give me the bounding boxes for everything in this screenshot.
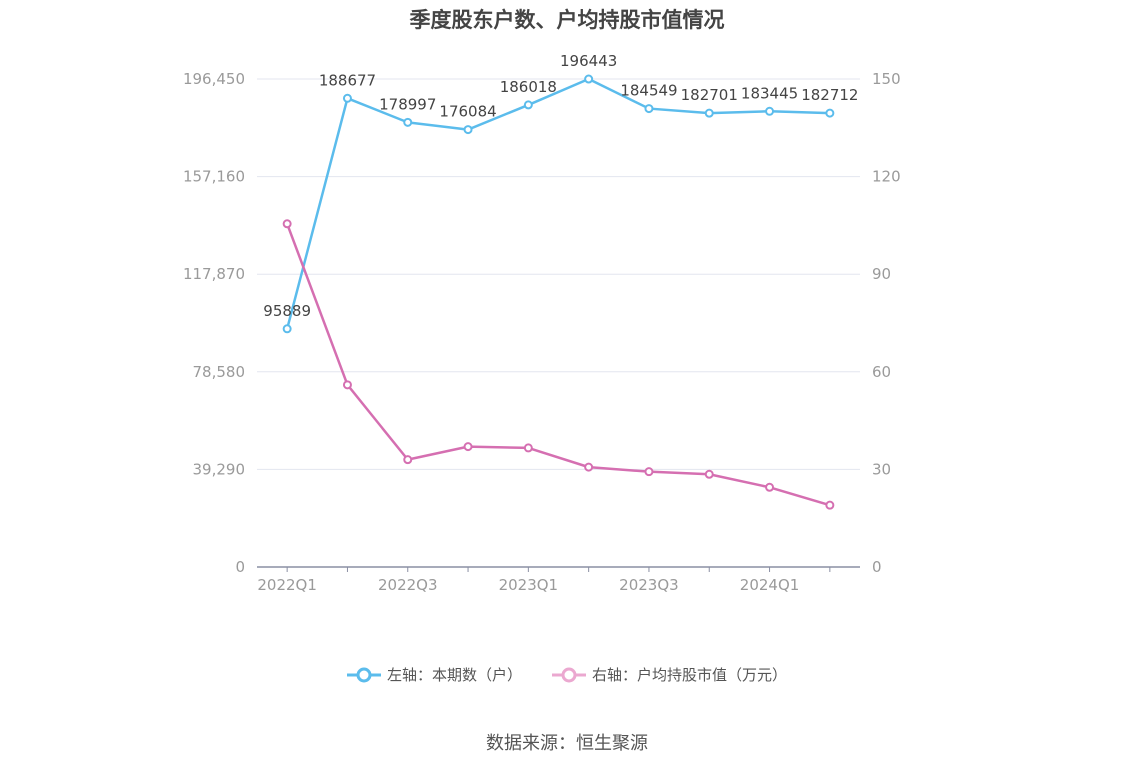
legend-item-right[interactable]: 右轴：户均持股市值（万元） [552,664,787,685]
data-label: 184549 [620,82,677,100]
left-axis-tick-label: 157,160 [183,168,245,186]
data-point-left [523,100,533,110]
left-axis-tick-label: 39,290 [193,460,246,478]
x-axis-tick-label: 2023Q1 [499,576,559,594]
legend-left-label: 左轴：本期数（户） [386,666,522,684]
data-point-right [704,469,714,479]
legend-left-icon [346,667,381,682]
data-point-left [463,125,473,135]
right-axis-tick-label: 0 [872,558,882,576]
left-axis-tick-label: 196,450 [183,70,245,88]
x-axis-tick-label: 2023Q3 [619,576,679,594]
right-axis-tick-label: 60 [872,363,891,381]
x-axis-tick-label: 2022Q3 [378,576,438,594]
right-axis-tick-label: 90 [872,265,891,283]
line-chart: 0 0 39,290 30 78,580 60 117,870 90 157,160 120 196… [183,52,901,594]
data-label: 186018 [500,78,557,96]
legend: 左轴：本期数（户） 右轴：户均持股市值（万元） [0,664,1134,685]
legend-right-label: 右轴：户均持股市值（万元） [592,666,788,684]
data-point-left [825,108,835,118]
x-axis-tick-label: 2022Q1 [257,576,317,594]
data-label: 176084 [439,103,496,121]
left-axis-tick-label: 0 [235,558,245,576]
data-point-left [403,117,413,127]
data-point-right [282,219,292,229]
left-axis-tick-label: 117,870 [183,265,245,283]
data-point-right [644,467,654,477]
data-point-left [342,93,352,103]
data-label: 182712 [801,86,858,104]
data-point-right [825,500,835,510]
data-point-left [584,74,594,84]
data-point-right [342,380,352,390]
x-axis-tick-label: 2024Q1 [740,576,800,594]
series-line-right [285,223,831,507]
data-point-right [463,442,473,452]
right-axis-tick-label: 120 [872,168,901,186]
legend-item-left[interactable]: 左轴：本期数（户） [346,664,522,685]
series-line-left [285,77,830,330]
data-point-left [644,104,654,114]
right-axis-tick-label: 30 [872,460,891,478]
data-point-left [282,324,292,334]
data-label: 182701 [681,86,738,104]
data-point-right [584,462,594,472]
data-source: 数据来源：恒生聚源 [486,733,648,754]
left-axis-tick-label: 78,580 [193,363,246,381]
data-point-right [403,455,413,465]
chart-title: 季度股东户数、户均持股市值情况 [409,8,725,32]
data-label: 95889 [263,302,311,320]
data-label: 188677 [319,71,376,89]
data-point-right [523,443,533,453]
data-label: 196443 [560,52,617,70]
data-point-right [765,482,775,492]
data-label: 183445 [741,84,798,102]
data-label: 178997 [379,95,436,113]
data-point-left [704,108,714,118]
right-axis-tick-label: 150 [872,70,901,88]
legend-right-icon [552,667,586,682]
data-point-left [765,106,775,116]
